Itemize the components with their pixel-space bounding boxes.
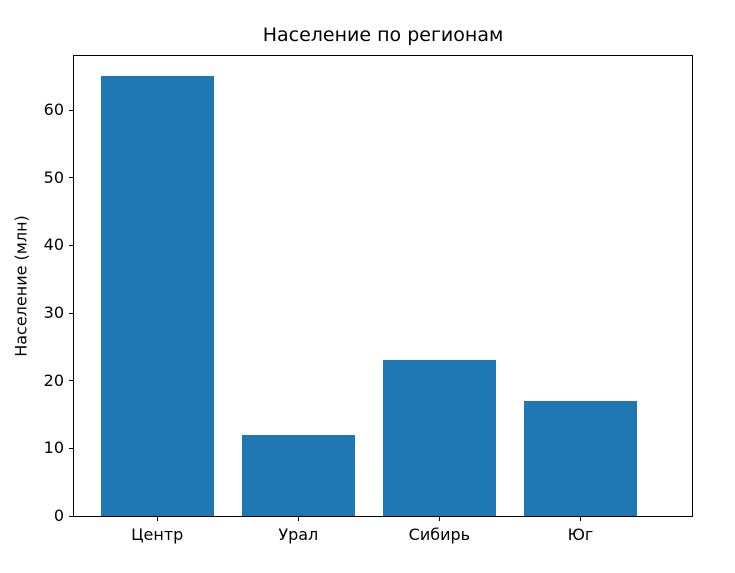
y-tick-mark: [69, 380, 73, 382]
y-tick-label: 50: [43, 167, 64, 187]
y-tick-mark: [69, 312, 73, 314]
y-tick-mark: [69, 109, 73, 111]
plot-area: [73, 55, 693, 517]
bar-Юг: [524, 401, 637, 516]
chart-title: Население по регионам: [262, 24, 504, 46]
x-tick-mark: [156, 517, 158, 521]
x-tick-mark: [297, 517, 299, 521]
bar-Сибирь: [383, 360, 496, 516]
bar-Центр: [100, 76, 214, 516]
y-tick-mark: [69, 515, 73, 517]
x-tick-label-Сибирь: Сибирь: [408, 525, 471, 544]
y-tick-mark: [69, 177, 73, 179]
y-tick-label: 40: [43, 235, 64, 255]
y-tick-mark: [69, 447, 73, 449]
y-tick-label: 60: [43, 100, 64, 120]
bar-Урал: [241, 434, 355, 516]
y-tick-label: 30: [43, 303, 64, 323]
x-tick-label-Урал: Урал: [278, 525, 319, 544]
x-tick-label-Юг: Юг: [567, 525, 594, 544]
x-tick-mark: [580, 517, 581, 521]
y-tick-mark: [69, 244, 73, 246]
x-tick-label-Центр: Центр: [131, 525, 184, 544]
y-tick-label: 10: [43, 438, 64, 458]
y-tick-label: 0: [53, 506, 64, 525]
x-tick-mark: [438, 517, 440, 521]
y-tick-label: 20: [43, 370, 64, 390]
